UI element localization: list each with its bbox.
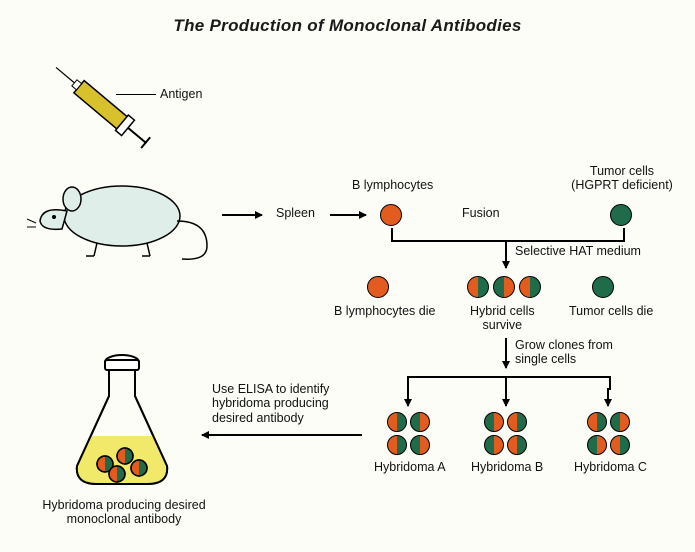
hybridoma-c-cluster: [587, 412, 630, 455]
grow-clones-label: Grow clones from single cells: [515, 338, 613, 367]
hybrid-survive-label: Hybrid cells survive: [470, 304, 535, 333]
tumor-cell-label: Tumor cells (HGPRT deficient): [567, 164, 677, 193]
leader-line: [116, 94, 156, 95]
arrow-branch-b: [505, 376, 507, 406]
hybridoma-a-label: Hybridoma A: [374, 460, 446, 474]
selective-label: Selective HAT medium: [515, 244, 641, 258]
flask-caption: Hybridoma producing desired monoclonal a…: [34, 498, 214, 527]
arrow-branch-c: [607, 388, 609, 406]
flask-icon: [57, 346, 187, 496]
hybridoma-c-label: Hybridoma C: [574, 460, 647, 474]
hybridoma-b-cluster: [484, 412, 527, 455]
page-title: The Production of Monoclonal Antibodies: [12, 16, 683, 36]
mouse-icon: [22, 161, 212, 271]
arrow-mouse-spleen: [222, 214, 262, 216]
spleen-label: Spleen: [276, 206, 315, 220]
fusion-bracket: [391, 228, 625, 242]
clones-bracket: [407, 376, 611, 390]
b-die-cell: [367, 276, 389, 298]
hybrid-cell-3: [519, 276, 541, 298]
diagram-canvas: Antigen Spleen B lymphocytes Tumor cells…: [12, 46, 683, 546]
hybridoma-a-cluster: [387, 412, 430, 455]
tumor-cell: [610, 204, 632, 226]
antigen-label: Antigen: [160, 87, 202, 101]
b-lymph-label: B lymphocytes: [352, 178, 433, 192]
fusion-label: Fusion: [462, 206, 500, 220]
arrow-to-flask: [202, 434, 362, 436]
b-lymphocyte-cell: [380, 204, 402, 226]
hybridoma-b-label: Hybridoma B: [471, 460, 543, 474]
tumor-die-cell: [592, 276, 614, 298]
hybrid-cell-1: [467, 276, 489, 298]
arrow-branch-a: [407, 388, 409, 406]
tumor-die-label: Tumor cells die: [569, 304, 653, 318]
hybrid-cell-2: [493, 276, 515, 298]
arrow-spleen-bcell: [330, 214, 366, 216]
b-die-label: B lymphocytes die: [334, 304, 435, 318]
elisa-label: Use ELISA to identify hybridoma producin…: [212, 382, 329, 425]
arrow-fusion-down: [505, 240, 507, 268]
arrow-clones-down: [505, 338, 507, 368]
